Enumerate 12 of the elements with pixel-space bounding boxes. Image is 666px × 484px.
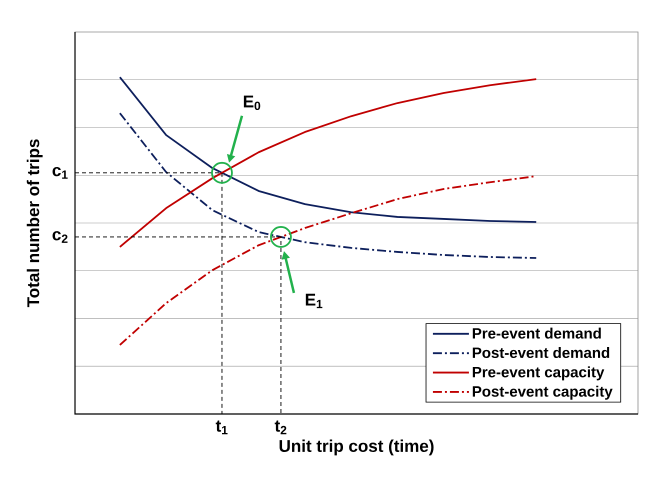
text: t$_{1}$: [216, 420, 228, 434]
legend-label: Post-event demand: [472, 347, 610, 358]
legend-label: Post-event capacity: [472, 386, 613, 400]
legend-label: Pre-event demand: [472, 328, 601, 339]
text: c$_{1}$: [52, 166, 68, 179]
text: t$_{2}$: [274, 420, 286, 434]
text: c$_{2}$: [52, 231, 68, 243]
annotation: E$_{1}$: [306, 294, 322, 308]
annotation: E$_{0}$: [244, 96, 260, 110]
legend-label: Pre-event capacity: [472, 366, 604, 380]
y-axis-title: Total number of trips: [26, 139, 43, 308]
x-axis-title: Unit trip cost (time): [280, 440, 434, 456]
